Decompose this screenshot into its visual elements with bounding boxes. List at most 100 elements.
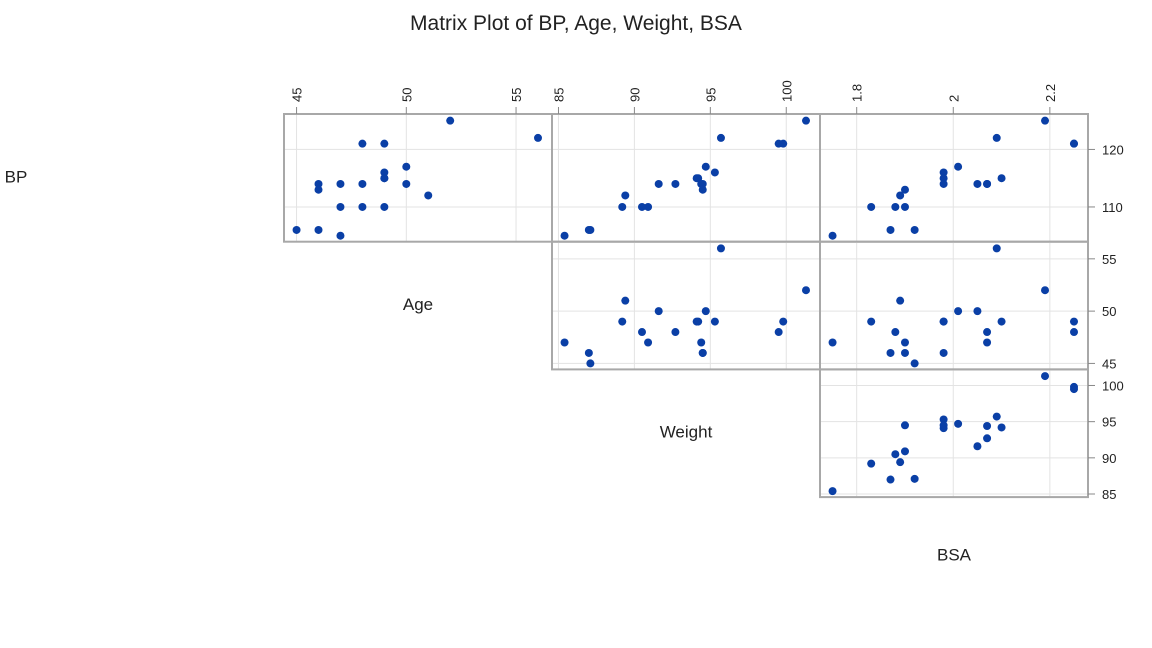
data-point [1041, 286, 1050, 295]
data-point [446, 116, 455, 125]
data-point [380, 139, 389, 148]
data-point [997, 317, 1006, 326]
data-point [560, 338, 569, 347]
data-point [380, 202, 389, 211]
data-point [698, 348, 707, 357]
data-point [774, 328, 783, 337]
data-point [886, 225, 895, 234]
data-point [910, 225, 919, 234]
panel-frame [819, 368, 1089, 499]
data-point [983, 434, 992, 443]
data-point [716, 244, 725, 253]
data-point [380, 168, 389, 177]
panel-frame [819, 113, 1089, 243]
data-point [584, 225, 593, 234]
data-point [586, 359, 595, 368]
panel-age-vs-bsa [819, 240, 1089, 371]
data-point [644, 202, 653, 211]
tick-label-weight: 100 [779, 80, 794, 102]
data-point [867, 317, 876, 326]
panel-weight-vs-bsa [819, 368, 1089, 499]
variable-label-weight: Weight [660, 423, 713, 442]
data-point [779, 139, 788, 148]
data-point [992, 412, 1001, 421]
data-point [900, 421, 909, 430]
data-point [1041, 116, 1050, 125]
panel-frame [551, 240, 821, 371]
data-point [1041, 372, 1050, 381]
panel-frame [551, 113, 821, 243]
data-point [997, 423, 1006, 432]
data-point [402, 162, 411, 171]
panel-bp-vs-weight [551, 113, 821, 243]
data-point [983, 179, 992, 188]
data-point [698, 185, 707, 194]
data-point [997, 174, 1006, 183]
tick-label-bp: 110 [1102, 200, 1123, 215]
panel-frame [283, 113, 553, 243]
data-point [314, 179, 323, 188]
variable-label-bsa: BSA [937, 545, 972, 564]
tick-label-age: 50 [1102, 304, 1116, 319]
data-point [336, 202, 345, 211]
data-point [621, 296, 630, 305]
tick-label-weight: 100 [1102, 378, 1124, 393]
data-point [939, 168, 948, 177]
tick-label-weight: 85 [1102, 487, 1116, 502]
data-point [1069, 382, 1078, 391]
data-point [973, 442, 982, 451]
data-point [654, 307, 663, 316]
data-point [402, 179, 411, 188]
data-point [954, 162, 963, 171]
tick-label-age: 55 [509, 88, 524, 102]
data-point [954, 307, 963, 316]
data-point [654, 179, 663, 188]
tick-label-weight: 90 [1102, 451, 1116, 466]
tick-label-age: 50 [399, 88, 414, 102]
tick-label-age: 45 [290, 88, 305, 102]
chart-title: Matrix Plot of BP, Age, Weight, BSA [410, 12, 742, 35]
data-point [618, 317, 627, 326]
data-point [939, 174, 948, 183]
data-point [900, 338, 909, 347]
data-point [939, 179, 948, 188]
data-point [900, 447, 909, 456]
data-point [637, 202, 646, 211]
data-point [983, 328, 992, 337]
data-point [900, 202, 909, 211]
data-point [637, 328, 646, 337]
data-point [697, 338, 706, 347]
data-point [584, 348, 593, 357]
data-point [698, 179, 707, 188]
data-point [939, 421, 948, 430]
data-point [939, 317, 948, 326]
data-point [939, 415, 948, 424]
data-point [671, 179, 680, 188]
data-point [939, 348, 948, 357]
data-point [358, 179, 367, 188]
data-point [621, 191, 630, 200]
data-point [900, 185, 909, 194]
data-point [910, 359, 919, 368]
panel-frame [819, 240, 1089, 371]
data-point [336, 179, 345, 188]
data-point [828, 231, 837, 240]
data-point [886, 475, 895, 484]
data-point [896, 191, 905, 200]
data-point [692, 317, 701, 326]
data-point [896, 296, 905, 305]
tick-label-age: 45 [1102, 356, 1116, 371]
data-point [1069, 317, 1078, 326]
tick-label-bsa: 1.8 [850, 84, 865, 102]
data-point [983, 338, 992, 347]
data-point [891, 450, 900, 459]
data-point [380, 174, 389, 183]
data-point [992, 244, 1001, 253]
data-point [671, 328, 680, 337]
data-point [801, 286, 810, 295]
data-point [1069, 139, 1078, 148]
data-point [710, 317, 719, 326]
data-point [954, 419, 963, 428]
data-point [828, 487, 837, 496]
